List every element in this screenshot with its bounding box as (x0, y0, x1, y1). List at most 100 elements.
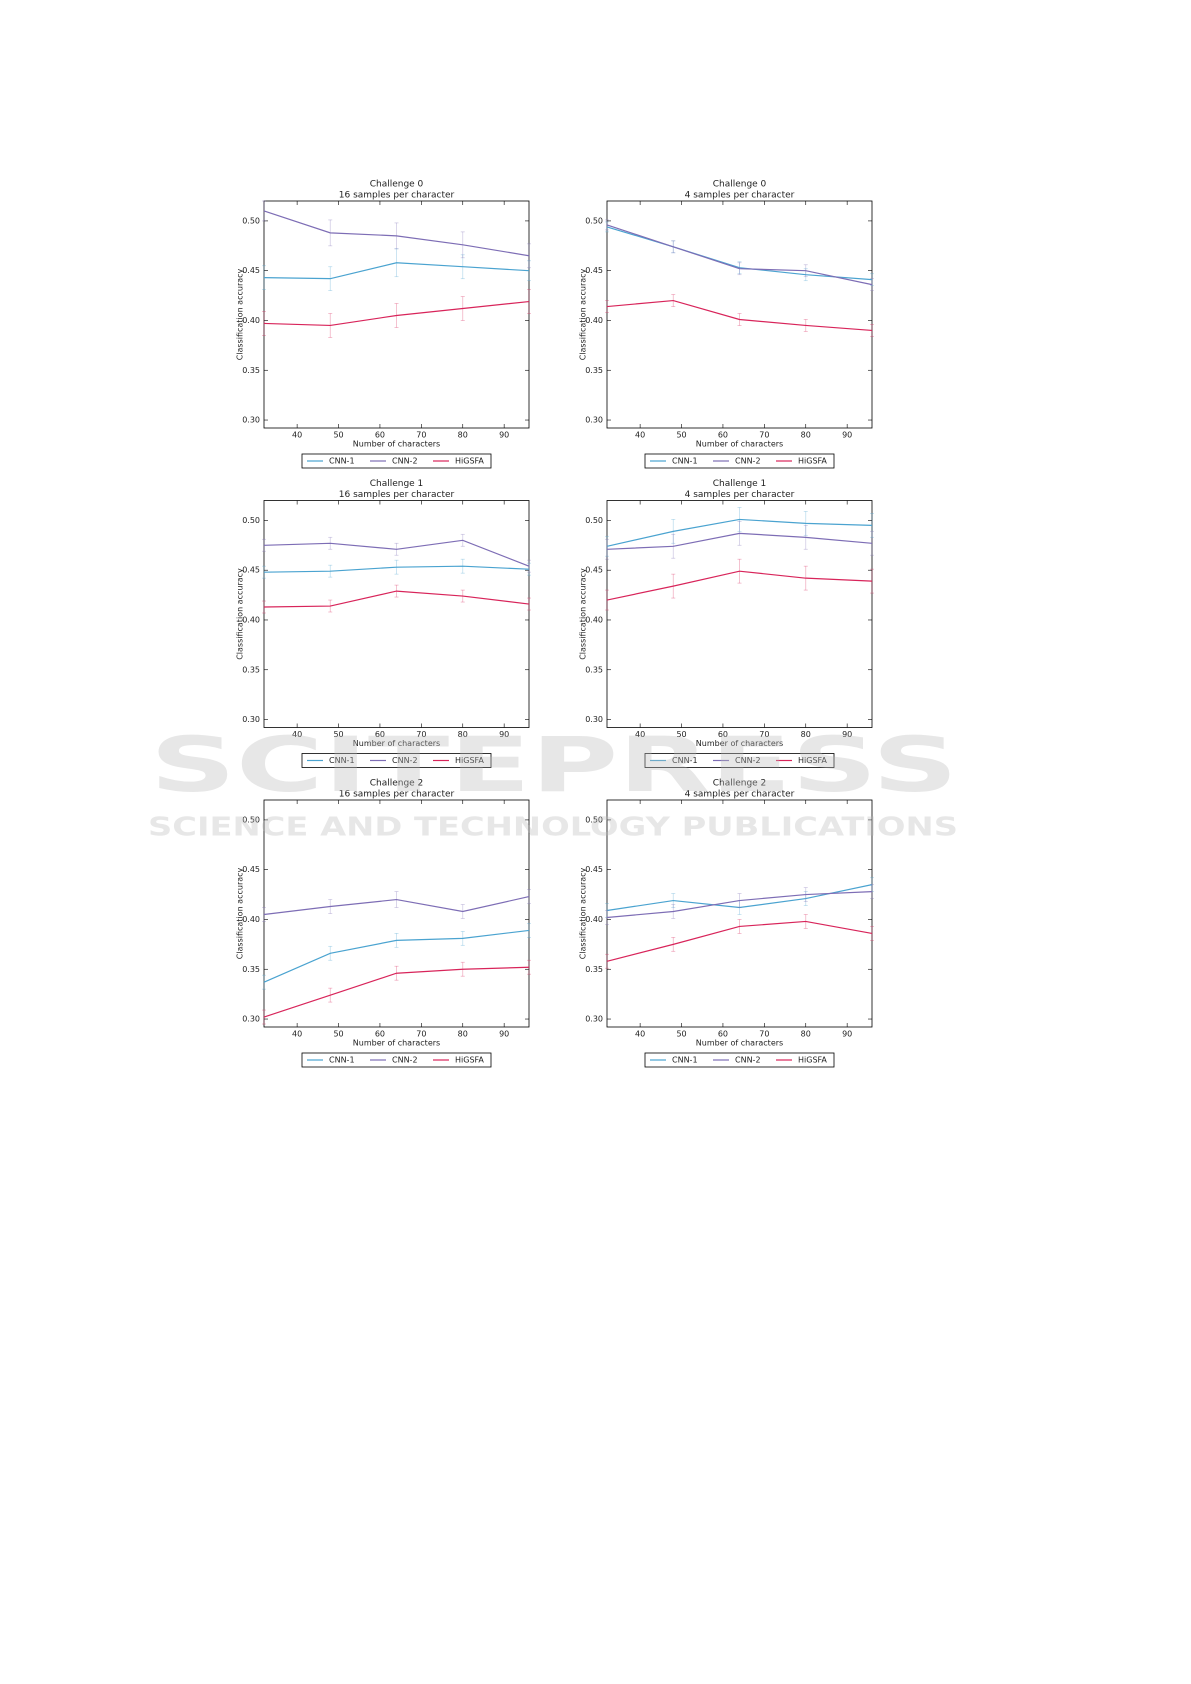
y-axis-label: Classification accuracy (579, 867, 588, 959)
series-line (263, 539, 530, 567)
chart-title: Challenge 2 (370, 779, 424, 789)
series-line (263, 262, 530, 280)
legend-box (301, 1052, 492, 1068)
watermark-tagline: SCIENCE AND TECHNOLOGY PUBLICATIONS (148, 813, 958, 843)
x-axis-label: Number of characters (696, 1039, 783, 1048)
legend-label: CNN-1 (329, 756, 355, 765)
x-axis-label: Number of characters (696, 440, 783, 449)
y-axis-label: Classification accuracy (579, 268, 588, 360)
legend-label: HiGSFA (455, 756, 484, 765)
watermark-name: SCITEPRESS (150, 720, 958, 809)
legend-label: CNN-1 (672, 1056, 698, 1065)
legend-label: HiGSFA (798, 457, 827, 466)
plot-frame (606, 799, 873, 1028)
series-line (606, 226, 873, 281)
chart: Challenge 216 samples per character 0.30 0… (236, 779, 531, 1068)
chart-title: Challenge 0 (713, 180, 767, 190)
y-tick-label: 0.45 (585, 266, 603, 275)
chart-subtitle: 4 samples per character (685, 790, 795, 800)
y-tick-label: 0.40 (585, 915, 603, 924)
y-tick-label: 0.50 (242, 216, 260, 225)
y-tick-label: 0.40 (242, 915, 260, 924)
legend-label: CNN-1 (672, 756, 698, 765)
y-tick-label: 0.35 (585, 665, 603, 674)
legend-label: CNN-1 (329, 1056, 355, 1065)
x-tick-label: 60 (375, 1030, 385, 1039)
y-tick-label: 0.45 (585, 865, 603, 874)
y-tick-label: 0.40 (585, 615, 603, 624)
x-tick-label: 60 (718, 1030, 728, 1039)
series-line (606, 920, 873, 962)
chart: Challenge 24 samples per character 0.30 0.… (579, 779, 874, 1068)
y-tick-label: 0.45 (242, 865, 260, 874)
x-axis-label: Number of characters (353, 739, 440, 748)
chart-subtitle: 16 samples per character (339, 790, 455, 800)
chart: Challenge 016 samples per character 0.30 0… (236, 180, 531, 469)
chart-subtitle: 4 samples per character (685, 490, 795, 500)
y-tick-label: 0.35 (242, 366, 260, 375)
x-tick-label: 80 (458, 730, 468, 739)
x-tick-label: 80 (458, 431, 468, 440)
legend-box (644, 753, 835, 768)
chart-title: Challenge 2 (713, 779, 767, 789)
x-tick-label: 60 (375, 730, 385, 739)
x-tick-label: 50 (676, 431, 686, 440)
y-tick-label: 0.40 (585, 316, 603, 325)
legend-label: CNN-2 (735, 756, 761, 765)
series-line (263, 895, 530, 916)
x-tick-label: 50 (333, 431, 343, 440)
y-tick-label: 0.30 (585, 715, 603, 724)
x-axis-label: Number of characters (353, 1039, 440, 1048)
y-tick-label: 0.35 (242, 965, 260, 974)
y-tick-label: 0.40 (242, 316, 260, 325)
chart-subtitle: 4 samples per character (685, 191, 795, 201)
y-tick-label: 0.30 (242, 416, 260, 425)
legend-box (301, 753, 492, 768)
x-tick-label: 50 (333, 730, 343, 739)
legend-label: CNN-1 (672, 457, 698, 466)
x-tick-label: 40 (635, 1030, 645, 1039)
plot-frame (606, 500, 873, 728)
series-line (606, 299, 873, 332)
y-tick-label: 0.50 (585, 216, 603, 225)
y-tick-label: 0.35 (585, 965, 603, 974)
x-tick-label: 60 (718, 431, 728, 440)
x-tick-label: 60 (718, 730, 728, 739)
x-tick-label: 80 (458, 1030, 468, 1039)
y-tick-label: 0.40 (242, 615, 260, 624)
y-axis-label: Classification accuracy (236, 568, 245, 660)
x-tick-label: 90 (842, 730, 852, 739)
x-tick-label: 80 (801, 1030, 811, 1039)
y-tick-label: 0.35 (585, 366, 603, 375)
y-tick-label: 0.50 (242, 516, 260, 525)
y-tick-label: 0.50 (242, 815, 260, 824)
legend-label: CNN-2 (392, 457, 418, 466)
legend-label: CNN-2 (735, 457, 761, 466)
legend-box (301, 453, 492, 469)
x-tick-label: 40 (635, 730, 645, 739)
series-line (606, 518, 873, 547)
series-line (606, 570, 873, 601)
legend-label: HiGSFA (798, 756, 827, 765)
x-tick-label: 80 (801, 730, 811, 739)
legend-box (644, 1052, 835, 1068)
chart-subtitle: 16 samples per character (339, 490, 455, 500)
legend-label: CNN-2 (735, 1056, 761, 1065)
x-tick-label: 50 (676, 1030, 686, 1039)
legend-label: HiGSFA (455, 1056, 484, 1065)
series-line (263, 565, 530, 573)
x-tick-label: 70 (416, 431, 426, 440)
chart: Challenge 14 samples per character 0.30 0.… (579, 479, 874, 768)
chart-title: Challenge 0 (370, 180, 424, 190)
x-tick-label: 50 (333, 1030, 343, 1039)
chart-title: Challenge 1 (713, 479, 767, 489)
y-tick-label: 0.30 (242, 715, 260, 724)
series-line (606, 224, 873, 286)
x-tick-label: 40 (292, 1030, 302, 1039)
plot-frame (263, 200, 530, 429)
x-tick-label: 70 (759, 1030, 769, 1039)
x-tick-label: 40 (292, 431, 302, 440)
y-tick-label: 0.45 (585, 566, 603, 575)
y-axis-label: Classification accuracy (579, 568, 588, 660)
